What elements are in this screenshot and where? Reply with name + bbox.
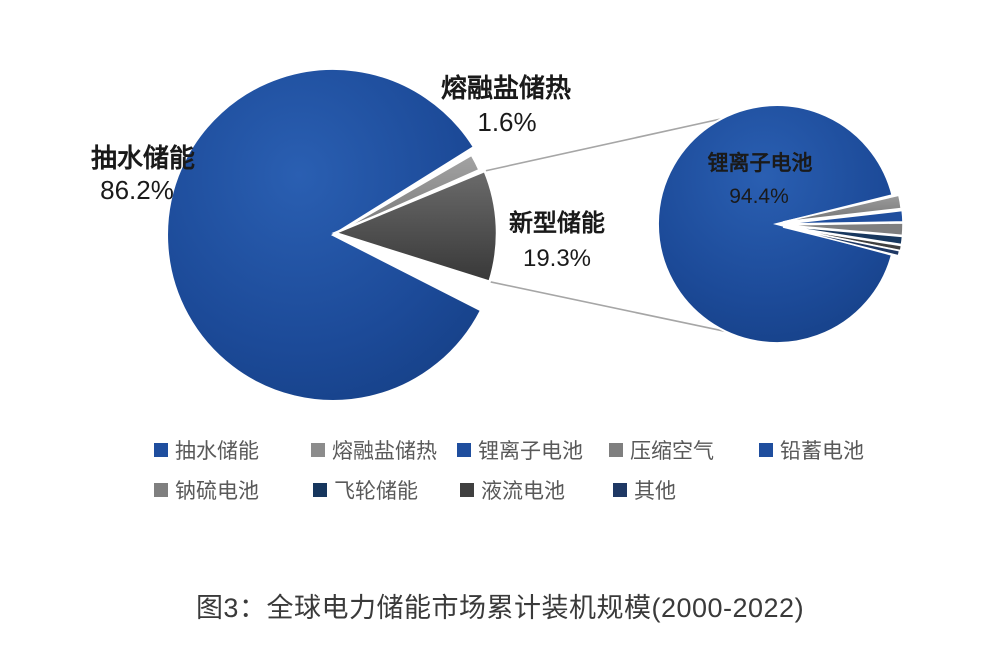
pie-of-pie-chart: 抽水储能 86.2% 熔融盐储热 1.6% 新型储能 19.3% 锂离子电池 9… <box>91 67 904 402</box>
figure-caption: 图3：全球电力储能市场累计装机规模(2000-2022) <box>195 593 805 623</box>
label-molten-salt-pct: 1.6% <box>477 107 536 137</box>
legend-swatch-flywheel <box>313 483 327 497</box>
slice-pumped-hydro <box>166 67 483 402</box>
label-new-type: 新型储能 <box>509 209 605 237</box>
legend-swatch-pumped-hydro <box>154 443 168 457</box>
legend-item-pumped-hydro: 抽水储能 <box>154 439 259 463</box>
legend-label-sodium-sulfur: 钠硫电池 <box>175 480 259 503</box>
connector-line-bottom <box>489 280 767 341</box>
slice-compressed-air <box>782 194 903 223</box>
legend-item-compressed-air: 压缩空气 <box>609 439 714 463</box>
slice-flywheel <box>783 225 904 246</box>
legend-item-molten-salt: 熔融盐储热 <box>311 439 437 463</box>
slice-other <box>782 226 901 257</box>
slice-molten-salt <box>332 153 481 236</box>
slice-new-type <box>331 169 499 284</box>
label-new-type-pct: 19.3% <box>523 245 591 272</box>
legend-item-flow-battery: 液流电池 <box>460 479 565 503</box>
legend-item-li-ion: 锂离子电池 <box>457 439 583 463</box>
label-li-ion: 锂离子电池 <box>708 151 813 175</box>
primary-pie <box>166 67 499 402</box>
slice-li-ion <box>656 104 894 345</box>
legend-swatch-other <box>613 483 627 497</box>
secondary-pie <box>656 104 904 345</box>
legend-item-sodium-sulfur: 钠硫电池 <box>154 479 259 503</box>
legend-label-flow-battery: 液流电池 <box>481 480 565 503</box>
legend-label-molten-salt: 熔融盐储热 <box>332 440 437 463</box>
legend-swatch-compressed-air <box>609 443 623 457</box>
legend-label-li-ion: 锂离子电池 <box>478 440 583 463</box>
legend-swatch-molten-salt <box>311 443 325 457</box>
label-molten-salt: 熔融盐储热 <box>441 73 571 103</box>
label-li-ion-pct: 94.4% <box>729 185 789 208</box>
legend-label-lead-acid: 铅蓄电池 <box>780 440 864 463</box>
legend-label-flywheel: 飞轮储能 <box>334 480 418 503</box>
slice-sodium-sulfur <box>783 222 904 237</box>
legend-swatch-lead-acid <box>759 443 773 457</box>
label-pumped-hydro-pct: 86.2% <box>100 175 174 205</box>
legend-swatch-li-ion <box>457 443 471 457</box>
legend-swatch-flow-battery <box>460 483 474 497</box>
legend-item-flywheel: 飞轮储能 <box>313 479 418 503</box>
legend-item-other: 其他 <box>613 479 676 503</box>
legend-label-other: 其他 <box>634 480 676 503</box>
legend-label-pumped-hydro: 抽水储能 <box>175 440 259 463</box>
slice-lead-acid <box>783 209 904 225</box>
label-pumped-hydro: 抽水储能 <box>91 143 195 173</box>
legend-item-lead-acid: 铅蓄电池 <box>759 439 864 463</box>
legend-label-compressed-air: 压缩空气 <box>630 440 714 463</box>
legend-swatch-sodium-sulfur <box>154 483 168 497</box>
